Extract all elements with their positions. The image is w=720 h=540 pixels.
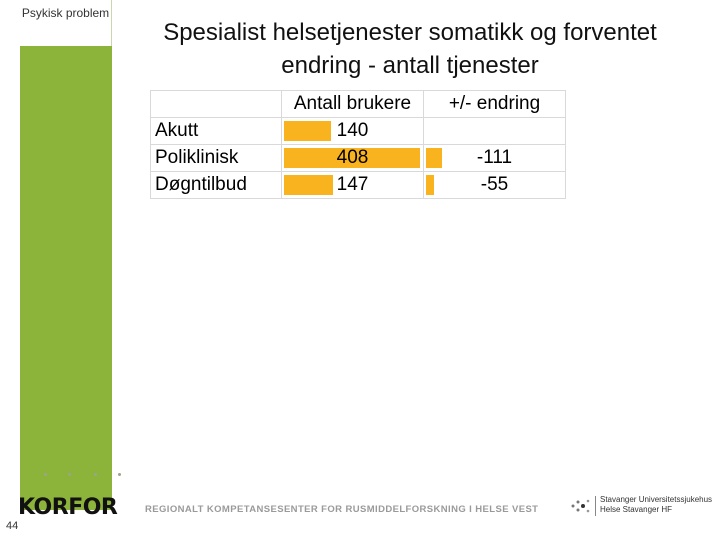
sidebar-band [20,0,112,510]
hospital-divider [595,496,596,516]
decorative-dots [44,473,124,477]
korfor-logo: KORFOR [18,495,118,520]
users-value: 140 [336,120,369,141]
row-label: Døgntilbud [150,171,282,199]
hospital-mark-icon [571,499,590,513]
sidebar-label: Psykisk problem [20,0,112,46]
table-row: Døgntilbud 147 -55 [150,171,566,199]
hospital-logo: Stavanger Universitetssjukehus Helse Sta… [570,494,720,518]
change-value: -55 [480,174,509,195]
users-value: 408 [336,147,369,168]
row-label: Poliklinisk [150,144,282,172]
table-row: Poliklinisk 408 -111 [150,144,566,172]
change-bar [426,175,435,195]
slide-title: Spesialist helsetjenester somatikk og fo… [163,19,657,79]
services-table: Antall brukere +/- endring Akutt 140 Pol… [150,90,566,199]
hospital-name: Stavanger Universitetssjukehus [600,495,713,504]
page-number: 44 [6,520,19,532]
change-bar [426,148,443,168]
users-bar [284,175,333,195]
hospital-subname: Helse Stavanger HF [600,505,673,514]
users-bar [284,148,420,168]
change-value [424,118,565,144]
change-value: -111 [476,147,513,168]
table-row: Akutt 140 [150,117,566,145]
users-value: 147 [336,174,369,195]
table-header-change: +/- endring [423,90,566,118]
table-header-label [150,90,282,118]
row-label: Akutt [150,117,282,145]
users-bar [284,121,331,141]
footer-tagline: REGIONALT KOMPETANSESENTER FOR RUSMIDDEL… [145,504,539,515]
table-header-row: Antall brukere +/- endring [150,90,566,118]
table-header-users: Antall brukere [281,90,424,118]
